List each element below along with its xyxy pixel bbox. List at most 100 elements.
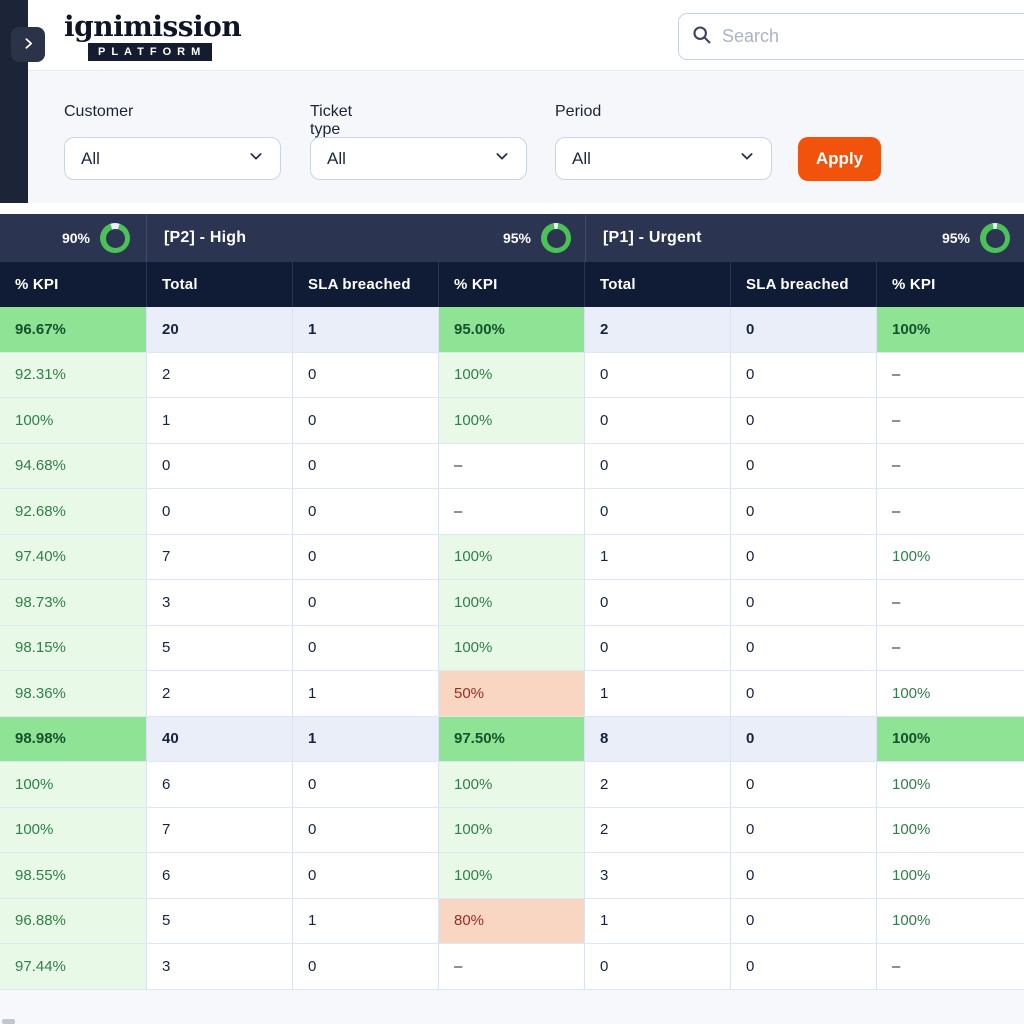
table-cell: 8 [584, 716, 730, 761]
table-cell: – [876, 443, 1024, 488]
brand-name: ignimission [64, 10, 242, 43]
table-cell: 100% [438, 625, 584, 670]
table-cell: 0 [730, 762, 876, 807]
table-cell: 100% [876, 716, 1024, 761]
table-cell: 1 [584, 534, 730, 579]
chevron-down-icon [494, 148, 510, 169]
table-cell: – [876, 580, 1024, 625]
table-cell: – [438, 443, 584, 488]
table-row: 92.31% 2 0 100% 0 0– [0, 352, 1024, 398]
table-cell: 1 [292, 716, 438, 761]
table-cell: 0 [730, 580, 876, 625]
table-cell: 5 [146, 625, 292, 670]
table-cell: 0 [730, 443, 876, 488]
table-cell: 0 [292, 534, 438, 579]
table-row: 100% 1 0 100% 0 0– [0, 398, 1024, 444]
table-cell: 98.73% [0, 580, 146, 625]
table-cell: 0 [292, 807, 438, 852]
table-row: 97.44% 3 0–0 0– [0, 944, 1024, 990]
filter-customer-value: All [81, 148, 100, 168]
table-cell: 0 [292, 489, 438, 534]
table-group-header-row: 90% [P2] - High 95% [P1] - Urgent 95% [0, 214, 1024, 262]
table-cell: 1 [292, 898, 438, 943]
table-cell: 0 [730, 807, 876, 852]
table-cell: – [438, 489, 584, 534]
table-cell: 0 [584, 443, 730, 488]
table-cell: 0 [730, 625, 876, 670]
table-cell: 2 [584, 762, 730, 807]
group-kpi-value: 90% [61, 230, 90, 246]
table-cell: 0 [292, 580, 438, 625]
table-cell: 7 [146, 534, 292, 579]
top-bar: ignimission PLATFORM [0, 0, 1024, 71]
table-cell: 2 [146, 671, 292, 716]
filter-period-dropdown[interactable]: All [555, 137, 772, 180]
table-cell: 0 [730, 398, 876, 443]
table-cell: 0 [584, 944, 730, 989]
brand-sub-badge: PLATFORM [88, 43, 213, 61]
sidebar-expand-button[interactable] [11, 27, 45, 62]
table-cell: 100% [438, 853, 584, 898]
table-cell: 97.50% [438, 716, 584, 761]
column-header: SLA breached [292, 262, 438, 307]
table-column-header-row: % KPI Total SLA breached % KPI Total SLA… [0, 262, 1024, 307]
table-cell: 0 [292, 398, 438, 443]
table-body: 96.67% 20 1 95.00% 2 0 100% 92.31% 2 0 100% 0 0–100%… [0, 307, 1024, 990]
table-cell: 98.98% [0, 716, 146, 761]
table-cell: 98.36% [0, 671, 146, 716]
table-cell: 0 [292, 944, 438, 989]
table-cell: 0 [584, 352, 730, 397]
chevron-down-icon [248, 148, 264, 169]
table-cell: 0 [292, 352, 438, 397]
table-cell: 94.68% [0, 443, 146, 488]
filter-bar: Customer All Ticket type All Period All [0, 71, 1024, 203]
table-cell: 0 [584, 489, 730, 534]
group-section-p2-high: [P2] - High 95% [146, 214, 585, 262]
column-header: Total [146, 262, 292, 307]
table-cell: 3 [146, 580, 292, 625]
table-row: 98.36% 2 1 50% 1 0 100% [0, 671, 1024, 717]
filter-customer-dropdown[interactable]: All [64, 137, 281, 180]
table-cell: 50% [438, 671, 584, 716]
table-cell: 0 [730, 352, 876, 397]
table-cell: 0 [730, 534, 876, 579]
filter-ticket-type-dropdown[interactable]: All [310, 137, 527, 180]
apply-button[interactable]: Apply [798, 137, 881, 181]
table-cell: 0 [146, 489, 292, 534]
kpi-donut-gauge [980, 223, 1010, 253]
table-cell: – [438, 944, 584, 989]
table-cell: 98.15% [0, 625, 146, 670]
table-cell: 0 [292, 762, 438, 807]
table-cell: 100% [876, 853, 1024, 898]
search-input[interactable] [722, 26, 982, 47]
table-cell: 20 [146, 307, 292, 352]
group-kpi-value: 95% [502, 230, 531, 246]
table-cell: 97.44% [0, 944, 146, 989]
column-header: % KPI [876, 262, 1024, 307]
chevron-down-icon [739, 148, 755, 169]
table-cell: – [876, 352, 1024, 397]
table-cell: 97.40% [0, 534, 146, 579]
table-cell: 2 [584, 307, 730, 352]
filter-customer-label: Customer [64, 103, 134, 120]
column-header: % KPI [438, 262, 584, 307]
column-header: % KPI [15, 276, 59, 293]
table-row: 97.40% 7 0 100% 1 0 100% [0, 534, 1024, 580]
table-cell: 100% [438, 580, 584, 625]
horizontal-scrollbar-thumb[interactable] [2, 1019, 15, 1024]
table-cell: 5 [146, 898, 292, 943]
table-cell: 0 [292, 853, 438, 898]
table-cell: 96.67% [0, 307, 146, 352]
table-cell: 0 [584, 398, 730, 443]
table-row: 92.68% 0 0–0 0– [0, 489, 1024, 535]
table-cell: 0 [292, 625, 438, 670]
table-cell: 40 [146, 716, 292, 761]
search-box[interactable] [678, 13, 1024, 60]
filter-period-value: All [572, 148, 591, 168]
table-cell: 0 [584, 625, 730, 670]
group-section-left: 90% [0, 214, 146, 262]
table-cell: 100% [876, 898, 1024, 943]
table-row: 100% 6 0 100% 2 0 100% [0, 762, 1024, 808]
group-label: [P2] - High [164, 229, 247, 246]
